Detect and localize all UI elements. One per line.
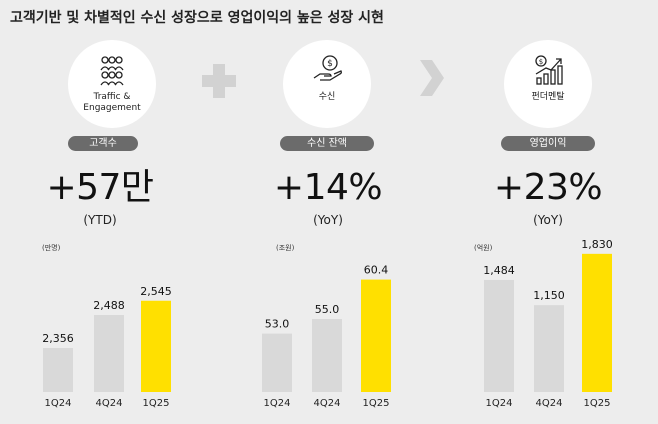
icon-circle: Traffic & Engagement (68, 40, 156, 128)
category-label: 1Q24 (45, 398, 72, 409)
pill-label: 영업이익 (501, 136, 595, 151)
page-title: 고객기반 및 차별적인 수신 성장으로 영업이익의 높은 성장 시현 (10, 10, 384, 26)
chevron-right-icon (420, 60, 444, 96)
data-label: 1,830 (581, 238, 613, 251)
category-label: 1Q25 (363, 398, 390, 409)
category-label: 4Q24 (314, 398, 341, 409)
headline-sub: (YTD) (83, 213, 117, 227)
bar-4Q24 (94, 315, 124, 392)
data-label: 2,545 (140, 285, 172, 298)
plus-icon (202, 64, 236, 98)
bar-1Q24 (43, 348, 73, 392)
icon-circle: $ 펀더멘탈 (504, 40, 592, 128)
headline-sub: (YoY) (313, 213, 343, 227)
icon-circle: $ 수신 (283, 40, 371, 128)
pill-label: 고객수 (68, 136, 138, 151)
panel-customers: Traffic & Engagement 고객수 +57만 (YTD) (만명) (12, 0, 212, 424)
bar-1Q24 (484, 279, 514, 392)
data-label: 1,484 (483, 264, 515, 277)
icon-label-line1: 수신 (318, 92, 336, 102)
category-label: 4Q24 (536, 398, 563, 409)
unit-label: (조원) (276, 244, 295, 252)
headline-value: +23% (493, 167, 603, 208)
unit-label: (만명) (42, 244, 61, 252)
data-label: 2,488 (93, 299, 125, 312)
data-label: 53.0 (265, 318, 290, 331)
bar-1Q25 (141, 300, 171, 392)
svg-text:$: $ (539, 58, 543, 66)
category-label: 1Q24 (264, 398, 291, 409)
bar-1Q24 (262, 333, 292, 392)
category-label: 1Q25 (584, 398, 611, 409)
data-label: 1,150 (533, 289, 565, 302)
category-label: 4Q24 (96, 398, 123, 409)
headline-sub: (YoY) (533, 213, 563, 227)
data-label: 2,356 (42, 332, 74, 345)
bar-4Q24 (534, 305, 564, 392)
people-group-icon (100, 56, 124, 86)
pill-label: 수신 잔액 (280, 136, 374, 151)
bar-1Q25 (582, 253, 612, 392)
icon-label-line1: Traffic & (93, 92, 131, 102)
growth-chart-coin-icon: $ (535, 55, 563, 85)
svg-text:$: $ (327, 59, 333, 69)
panel-deposits: $ 수신 수신 잔액 +14% (YoY) (조원) (228, 0, 428, 424)
data-label: 60.4 (364, 264, 389, 277)
bar-4Q24 (312, 319, 342, 392)
unit-label: (억원) (474, 244, 493, 252)
panel-operating-profit: $ 펀더멘탈 영업이익 +23% (YoY) (억원) (446, 0, 646, 424)
icon-label-line2: Engagement (83, 103, 141, 113)
data-label: 55.0 (315, 303, 340, 316)
headline-value: +57만 (46, 167, 154, 208)
category-label: 1Q24 (486, 398, 513, 409)
bar-1Q25 (361, 279, 391, 392)
hand-coin-icon: $ (313, 55, 342, 81)
icon-label-line1: 펀더멘탈 (531, 92, 565, 102)
headline-value: +14% (273, 167, 383, 208)
category-label: 1Q25 (143, 398, 170, 409)
